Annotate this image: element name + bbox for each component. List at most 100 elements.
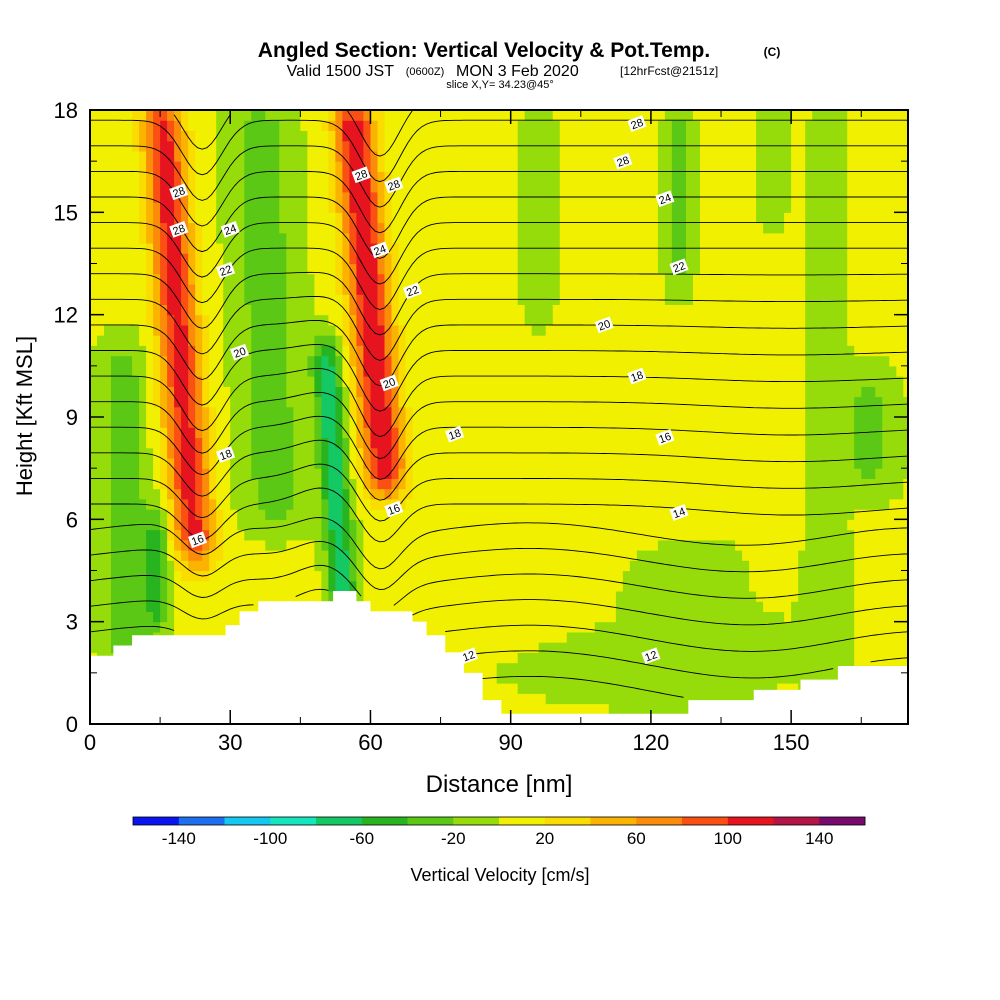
colorbar-swatch xyxy=(224,817,271,825)
colorbar-swatch xyxy=(773,817,820,825)
isentrope-label-text: 28 xyxy=(171,185,187,200)
colorbar-swatch xyxy=(270,817,317,825)
colorbar-tick-label: -60 xyxy=(350,829,375,848)
isentrope-label-text: 16 xyxy=(386,502,402,517)
y-tick-label: 18 xyxy=(54,98,78,123)
isentrope-label: 22 xyxy=(669,258,689,276)
isentrope-line xyxy=(393,573,909,606)
y-tick-label: 0 xyxy=(66,712,78,737)
isentrope-label: 28 xyxy=(169,183,189,201)
isentrope-label: 18 xyxy=(216,446,236,463)
isentrope-line xyxy=(445,624,909,652)
isentrope-label: 28 xyxy=(627,115,647,132)
isentrope-label-box xyxy=(220,221,240,238)
isentrope-line xyxy=(90,439,909,501)
y-tick-label: 15 xyxy=(54,200,78,225)
isentrope-label-box xyxy=(445,425,465,443)
isentrope-label: 14 xyxy=(669,504,689,521)
isentrope-line xyxy=(89,600,254,620)
isentrope-line xyxy=(463,650,834,679)
isentrope-label-box xyxy=(351,166,371,184)
isentrope-label-text: 20 xyxy=(597,318,613,333)
isentrope-line xyxy=(346,110,413,157)
colorbar-swatch xyxy=(636,817,683,825)
subtitle-slice: slice X,Y= 34.23@45° xyxy=(446,79,554,91)
isentrope-label: 18 xyxy=(627,367,647,385)
x-tick-label: 0 xyxy=(84,730,96,755)
isentrope-line xyxy=(89,625,175,633)
isentrope-label: 24 xyxy=(370,241,390,259)
isentrope-label: 18 xyxy=(445,425,465,443)
isentrope-label-text: 16 xyxy=(657,431,673,446)
isentrope-label: 22 xyxy=(402,282,423,300)
isentrope-line xyxy=(90,367,909,438)
isentrope-label-box xyxy=(641,647,661,665)
isentrope-label-box xyxy=(655,190,675,208)
plot-area: 28 28 24 22 20 18 16 28 28 24 22 20 16 18 12 28 28 24 22 20… xyxy=(89,109,909,725)
x-axis-label: Distance [nm] xyxy=(426,771,573,798)
isentrope-label-text: 24 xyxy=(372,243,388,258)
isentrope-label-box xyxy=(655,429,675,446)
x-tick-label: 120 xyxy=(633,730,670,755)
subtitle-valid: Valid 1500 JST xyxy=(287,63,395,80)
isentrope-label-box xyxy=(384,176,404,194)
isentrope-label-text: 24 xyxy=(223,223,239,238)
isentrope-label: 20 xyxy=(230,343,250,361)
isentrope-line xyxy=(90,196,908,259)
x-tick-label: 90 xyxy=(498,730,522,755)
isentrope-label: 12 xyxy=(641,647,661,665)
isentrope-line xyxy=(90,119,908,183)
isentrope-label-text: 24 xyxy=(657,192,673,207)
colorbar-swatch xyxy=(544,817,591,825)
isentrope-line xyxy=(90,391,909,460)
colorbar-swatch xyxy=(819,817,866,825)
isentrope-label-text: 28 xyxy=(354,168,370,183)
colorbar-tick-label: 20 xyxy=(535,829,554,848)
colorbar-swatch xyxy=(590,817,637,825)
isentrope-label: 28 xyxy=(384,176,404,194)
isentrope-label-box xyxy=(402,282,423,300)
isentrope-label-text: 20 xyxy=(232,345,248,360)
isentrope-label-text: 22 xyxy=(672,260,688,275)
isentrope-label: 24 xyxy=(220,221,240,238)
colorbar-swatch xyxy=(682,817,728,825)
colorbar-tick-label: -100 xyxy=(253,829,287,848)
subtitle-utc: (0600Z) xyxy=(406,66,445,78)
y-tick-label: 9 xyxy=(66,405,78,430)
isentrope-line xyxy=(90,463,909,522)
colorbar-swatch xyxy=(133,817,179,825)
isentrope-label-box xyxy=(384,500,404,518)
isentrope-label: 22 xyxy=(216,261,236,279)
isentrope-label-box xyxy=(613,152,633,170)
isentrope-label-text: 18 xyxy=(629,369,645,384)
y-tick-label: 3 xyxy=(66,610,78,635)
x-tick-label: 30 xyxy=(218,730,242,755)
colorbar-frame xyxy=(132,816,866,826)
isentropes xyxy=(89,110,909,698)
vertical-velocity-field xyxy=(90,110,909,725)
isentrope-label-box xyxy=(230,343,250,361)
isentrope-label: 12 xyxy=(459,647,479,664)
colorbar-swatch xyxy=(407,817,454,825)
isentrope-line xyxy=(173,114,231,150)
colorbar-swatch xyxy=(727,817,774,825)
isentrope-line xyxy=(90,222,908,285)
isentrope-label-text: 20 xyxy=(382,376,398,391)
isentrope-label-text: 22 xyxy=(405,284,421,299)
isentrope-label-box xyxy=(187,531,208,549)
colorbar-label: Vertical Velocity [cm/s] xyxy=(410,865,589,885)
y-tick-label: 12 xyxy=(54,303,78,328)
isentrope-line xyxy=(412,599,909,626)
y-axis-ticks: 0 3 6 9 12 15 18 xyxy=(54,98,908,737)
isentrope-label: 28 xyxy=(169,221,189,238)
isentrope-line xyxy=(90,319,909,387)
colorbar-tick-label: -140 xyxy=(162,829,196,848)
colorbar-tick-label: 140 xyxy=(805,829,833,848)
isentrope-label-box xyxy=(379,374,399,392)
isentrope-line xyxy=(295,588,329,598)
copyright-mark: (C) xyxy=(764,45,781,59)
isentrope-label: 28 xyxy=(613,152,633,170)
colorbar-tick-label: -20 xyxy=(441,829,466,848)
colorbar-swatch xyxy=(453,817,500,825)
